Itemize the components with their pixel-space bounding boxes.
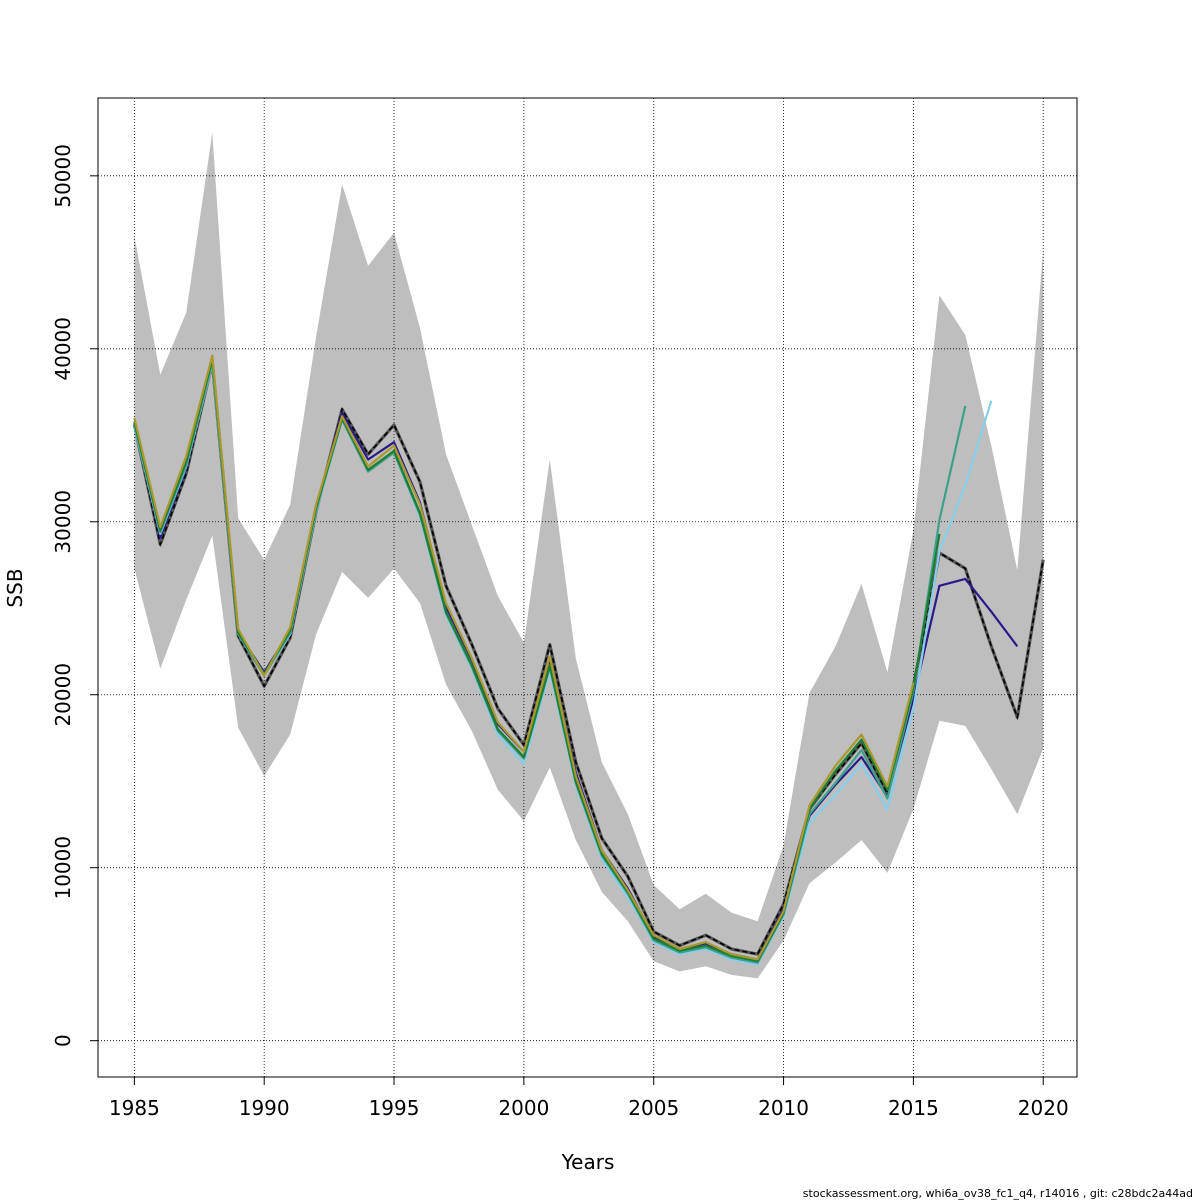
- x-tick-label: 2000: [498, 1096, 549, 1120]
- x-tick-label: 2010: [758, 1096, 809, 1120]
- confidence-band-layer: [134, 132, 1044, 979]
- series-layer: [132, 354, 1045, 966]
- x-tick-label: 1990: [239, 1096, 290, 1120]
- x-tick-label: 2005: [628, 1096, 679, 1120]
- x-tick-label: 1985: [109, 1096, 160, 1120]
- x-axis: 1985 1990 1995 2000 2005 2010 2015 2020: [109, 1076, 1069, 1120]
- y-tick-label: 0: [51, 1034, 75, 1047]
- x-tick-label: 1995: [369, 1096, 420, 1120]
- grid-layer: [98, 98, 1077, 1077]
- x-tick-label: 2015: [888, 1096, 939, 1120]
- x-tick-label: 2020: [1018, 1096, 1069, 1120]
- y-tick-label: 30000: [51, 490, 75, 554]
- y-tick-label: 50000: [51, 144, 75, 208]
- confidence-band: [134, 132, 1044, 979]
- y-axis-title: SSB: [3, 568, 27, 607]
- x-axis-title: Years: [561, 1150, 615, 1174]
- y-tick-label: 10000: [51, 836, 75, 900]
- y-tick-label: 20000: [51, 663, 75, 727]
- y-tick-label: 40000: [51, 317, 75, 381]
- y-axis: 0 10000 20000 30000 40000 50000: [51, 144, 99, 1047]
- footer-credit: stockassessment.org, whi6a_ov38_fc1_q4, …: [803, 1187, 1193, 1200]
- series-line-retro-5: [133, 354, 915, 961]
